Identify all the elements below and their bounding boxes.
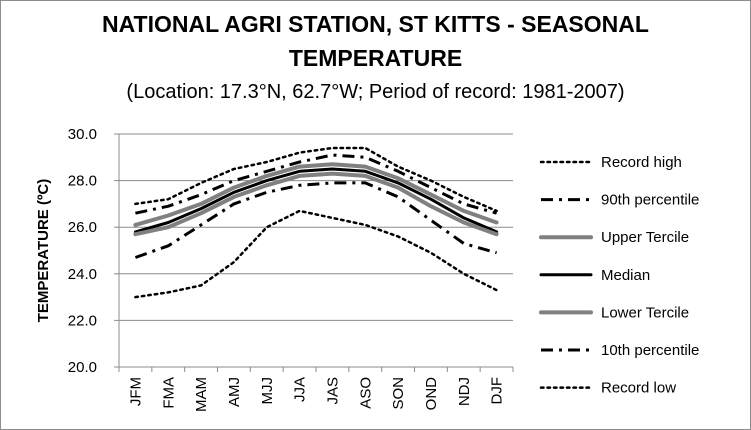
legend-label: 90th percentile [601, 192, 699, 209]
chart-title: NATIONAL AGRI STATION, ST KITTS - SEASON… [102, 11, 649, 37]
legend-label: Median [601, 267, 650, 284]
legend-label: Upper Tercile [601, 229, 689, 246]
y-tick-label: 28.0 [68, 173, 97, 190]
x-tick-label: JFM [127, 377, 144, 406]
x-tick-label: JJA [292, 377, 309, 402]
legend-label: Lower Tercile [601, 304, 689, 321]
legend: Record high 90th percentile Upper Tercile M… [539, 154, 699, 397]
x-tick-label: FMA [160, 377, 177, 409]
x-tick-label: ASO [357, 377, 374, 409]
y-tick-labels: 20.0 22.0 24.0 26.0 28.0 30.0 [68, 126, 119, 376]
x-tick-label: DJF [489, 377, 506, 405]
x-tick-label: AMJ [226, 377, 243, 407]
grid-lines [119, 133, 513, 321]
series-line [134, 209, 498, 299]
series-line [134, 146, 498, 213]
y-tick-label: 20.0 [68, 359, 97, 376]
x-tick-label: JAS [324, 377, 341, 405]
y-axis-title: TEMPERATURE (ºC) [35, 179, 52, 323]
chart-subtitle: (Location: 17.3°N, 62.7°W; Period of rec… [126, 81, 625, 103]
x-tick-label: MAM [193, 377, 210, 412]
series-line [133, 171, 499, 237]
series-line [134, 181, 498, 259]
y-tick-label: 30.0 [68, 126, 97, 143]
series-line [133, 162, 499, 227]
legend-label: 10th percentile [601, 342, 699, 359]
chart-title-line2: TEMPERATURE [288, 45, 463, 71]
x-tick-label: SON [390, 377, 407, 410]
legend-label: Record low [601, 380, 676, 397]
x-tick-label: NDJ [456, 377, 473, 406]
series-line [133, 167, 499, 234]
series-line [135, 153, 498, 215]
legend-label: Record high [601, 154, 682, 171]
y-tick-label: 26.0 [68, 219, 97, 236]
x-tick-labels: JFM FMA MAM AMJ MJJ JJA JAS ASO SON OND NDJ DJF [118, 367, 514, 412]
y-tick-label: 22.0 [68, 312, 97, 329]
x-tick-label: OND [423, 377, 440, 411]
series-lines [133, 146, 499, 299]
y-tick-label: 24.0 [68, 266, 97, 283]
x-tick-label: MJJ [259, 377, 276, 405]
